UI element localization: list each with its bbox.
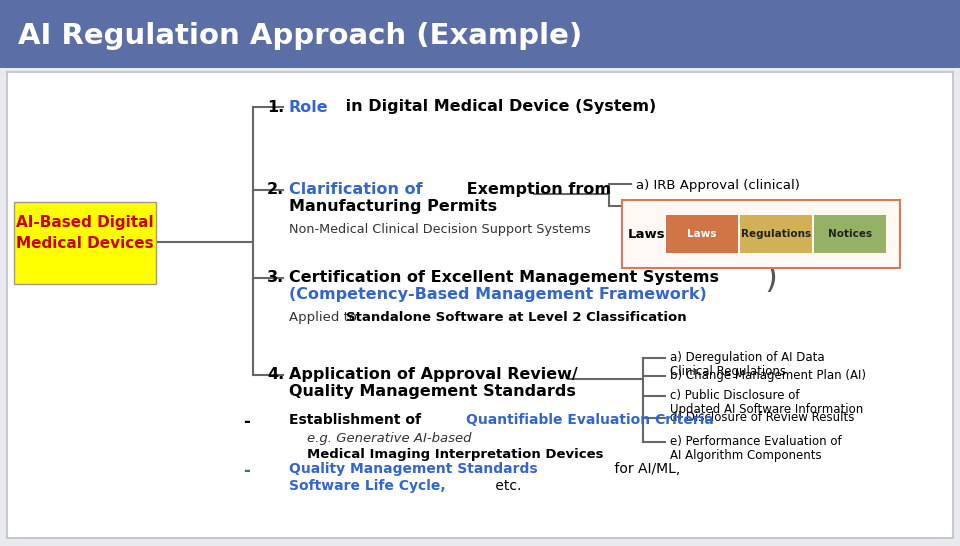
Bar <box>0 0 960 68</box>
Text: AI Regulation Approach (Example): AI Regulation Approach (Example) <box>18 22 583 50</box>
Text: Clinical Regulations: Clinical Regulations <box>670 365 786 377</box>
Bar <box>7 72 953 538</box>
Text: ): ) <box>764 263 777 295</box>
Text: d) Disclosure of Review Results: d) Disclosure of Review Results <box>670 411 854 424</box>
Text: Establishment of: Establishment of <box>289 413 426 427</box>
Text: Application of Approval Review/: Application of Approval Review/ <box>289 367 578 382</box>
Text: b): b) <box>636 200 654 213</box>
Text: b) Change Management Plan (AI): b) Change Management Plan (AI) <box>670 369 866 382</box>
Text: etc.: etc. <box>492 479 521 493</box>
Text: c) Public Disclosure of: c) Public Disclosure of <box>670 389 800 401</box>
Text: Software Life Cycle,: Software Life Cycle, <box>289 479 445 493</box>
Bar <box>666 215 738 253</box>
Text: Real-World Use Evaluation: Real-World Use Evaluation <box>654 200 828 213</box>
Text: -: - <box>244 462 251 480</box>
Text: a) Deregulation of AI Data: a) Deregulation of AI Data <box>670 351 825 364</box>
Bar <box>740 215 812 253</box>
Text: Exemption from: Exemption from <box>462 182 612 197</box>
Text: e) Performance Evaluation of: e) Performance Evaluation of <box>670 435 842 448</box>
Text: Non-Medical Clinical Decision Support Systems: Non-Medical Clinical Decision Support Sy… <box>289 223 590 236</box>
Text: 1.: 1. <box>267 99 284 115</box>
Text: Medical Imaging Interpretation Devices: Medical Imaging Interpretation Devices <box>307 448 604 461</box>
Text: 3.: 3. <box>267 270 284 285</box>
Text: Notices: Notices <box>828 229 872 239</box>
Text: -: - <box>244 413 251 431</box>
Text: Regulations: Regulations <box>741 229 811 239</box>
Text: Quality Management Standards: Quality Management Standards <box>289 462 538 476</box>
Text: Quantifiable Evaluation Criteria: Quantifiable Evaluation Criteria <box>466 413 713 427</box>
Text: 2.: 2. <box>267 182 284 197</box>
Text: AI-Based Digital: AI-Based Digital <box>16 215 154 229</box>
Text: Manufacturing Permits: Manufacturing Permits <box>289 199 497 214</box>
Text: Laws: Laws <box>628 228 665 240</box>
Text: Medical Devices: Medical Devices <box>16 236 154 252</box>
Text: Clarification of: Clarification of <box>289 182 422 197</box>
Bar <box>14 202 156 284</box>
Text: Updated AI Software Information: Updated AI Software Information <box>670 402 863 416</box>
Text: in Digital Medical Device (System): in Digital Medical Device (System) <box>340 99 657 115</box>
Text: for AI/ML,: for AI/ML, <box>610 462 680 476</box>
Text: e.g. Generative AI-based: e.g. Generative AI-based <box>307 432 471 445</box>
Text: Certification of Excellent Management Systems: Certification of Excellent Management Sy… <box>289 270 719 285</box>
Text: Role: Role <box>289 99 328 115</box>
Text: (Competency-Based Management Framework): (Competency-Based Management Framework) <box>289 287 707 302</box>
Text: Applied to: Applied to <box>289 311 357 324</box>
Text: Standalone Software at Level 2 Classification: Standalone Software at Level 2 Classific… <box>346 311 686 324</box>
Text: AI Algorithm Components: AI Algorithm Components <box>670 448 822 461</box>
Bar <box>814 215 886 253</box>
Text: Quality Management Standards: Quality Management Standards <box>289 384 576 399</box>
Text: Laws: Laws <box>687 229 717 239</box>
Bar <box>622 200 900 268</box>
Text: a) IRB Approval (clinical): a) IRB Approval (clinical) <box>636 179 800 192</box>
Text: 4.: 4. <box>267 367 284 382</box>
